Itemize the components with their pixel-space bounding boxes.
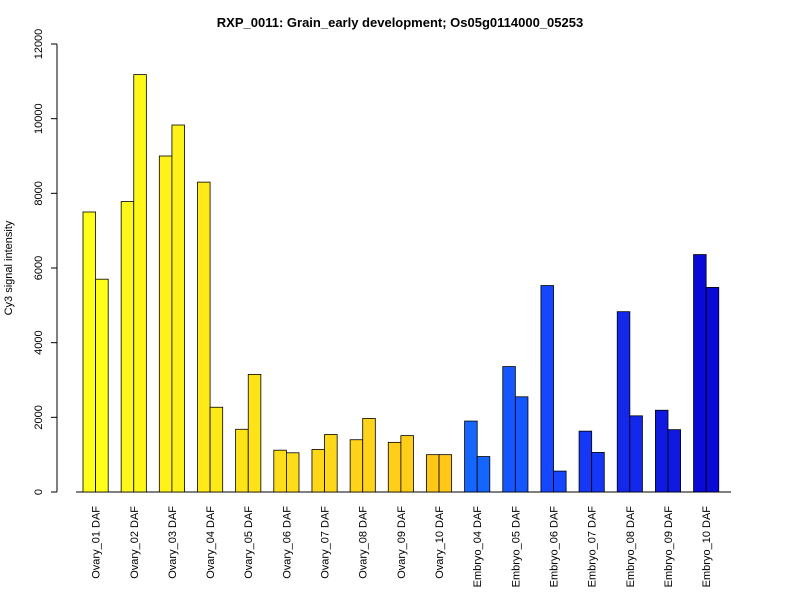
bar-14-2: [591, 452, 605, 493]
bar-12-2: [514, 396, 529, 493]
chart-title: RXP_0011: Grain_early development; Os05g…: [217, 15, 583, 30]
y-tick-label: 0: [33, 489, 45, 495]
bar-1-2: [95, 278, 109, 493]
bar-9-2: [400, 435, 414, 493]
category-labels: Ovary_01 DAF Ovary_02 DAF Ovary_03 DAF Ovar…: [91, 506, 714, 588]
bar-8-1: [349, 439, 364, 493]
bar-16-2: [667, 429, 682, 493]
bar-15-2: [629, 415, 643, 493]
y-tick-label: 6000: [33, 256, 45, 280]
bar-10-2: [438, 454, 453, 493]
category-label: Ovary_04 DAF: [205, 506, 217, 579]
category-label: Embryo_10 DAF: [701, 506, 713, 588]
bar-3-2: [171, 124, 185, 493]
y-tick-label: 4000: [33, 330, 45, 354]
y-axis: 0 2000 4000 6000 8000 10000 12000: [33, 29, 58, 495]
bar-7-2: [324, 434, 338, 493]
bar-2-1: [120, 201, 135, 493]
y-tick-label: 8000: [33, 181, 45, 205]
bar-1-1: [82, 211, 97, 493]
bar-13-2: [553, 470, 567, 493]
category-label: Ovary_03 DAF: [167, 506, 179, 579]
bar-13-1: [540, 285, 554, 493]
bar-9-1: [387, 441, 402, 493]
bar-6-2: [285, 452, 300, 493]
category-label: Ovary_02 DAF: [129, 506, 141, 579]
bar-6-1: [273, 449, 287, 493]
bar-7-1: [311, 449, 325, 493]
bar-15-1: [616, 311, 631, 493]
bar-2-2: [133, 74, 147, 493]
bar-4-2: [209, 406, 224, 493]
bar-12-1: [502, 366, 516, 493]
category-label: Ovary_08 DAF: [358, 506, 370, 579]
bar-14-1: [578, 430, 593, 493]
y-axis-label: Cy3 signal intensity: [3, 220, 15, 315]
category-label: Ovary_09 DAF: [396, 506, 408, 579]
bar-3-1: [158, 155, 173, 493]
bar-11-2: [476, 456, 491, 493]
category-label: Embryo_07 DAF: [587, 506, 599, 588]
category-label: Embryo_05 DAF: [510, 506, 522, 588]
category-label: Embryo_09 DAF: [663, 506, 675, 588]
bars: [82, 74, 720, 493]
bar-4-1: [197, 181, 211, 493]
bar-10-1: [426, 454, 440, 493]
category-label: Ovary_07 DAF: [320, 506, 332, 579]
category-label: Embryo_08 DAF: [625, 506, 637, 588]
category-label: Embryo_04 DAF: [472, 506, 484, 588]
category-label: Ovary_06 DAF: [281, 506, 293, 579]
category-label: Ovary_01 DAF: [91, 506, 103, 579]
bar-16-1: [655, 409, 669, 493]
bar-8-2: [362, 418, 376, 493]
bar-5-1: [235, 428, 249, 493]
y-tick-label: 12000: [33, 29, 45, 60]
category-label: Ovary_05 DAF: [243, 506, 255, 579]
category-label: Ovary_10 DAF: [434, 506, 446, 579]
category-label: Embryo_06 DAF: [549, 506, 561, 588]
y-tick-label: 2000: [33, 405, 45, 429]
bar-17-1: [693, 254, 707, 493]
bar-11-1: [464, 420, 478, 493]
bar-17-2: [705, 287, 720, 493]
bar-5-2: [247, 373, 262, 493]
y-tick-label: 10000: [33, 103, 45, 134]
